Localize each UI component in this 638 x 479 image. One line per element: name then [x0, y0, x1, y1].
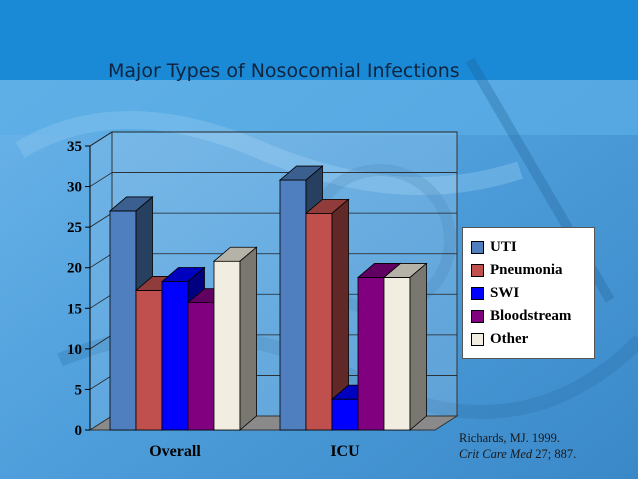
y-tick-label: 35: [67, 139, 82, 155]
y-tick-label: 5: [75, 382, 83, 398]
gridline-side: [89, 253, 113, 269]
y-tick-label: 25: [67, 220, 82, 236]
legend-swatch: [471, 310, 484, 323]
legend: UTI Pneumonia SWI Bloodstream Other: [462, 227, 595, 359]
x-tick-label: Overall: [149, 443, 201, 460]
chart-title: Major Types of Nosocomial Infections: [108, 60, 460, 82]
legend-item-uti: UTI: [471, 236, 594, 259]
source-line2: Crit Care Med 27; 887.: [459, 446, 576, 462]
y-tick-label: 15: [67, 301, 82, 317]
y-tick-label: 10: [67, 342, 82, 358]
bar-other-overall: [212, 246, 258, 431]
legend-item-pneumonia: Pneumonia: [471, 259, 594, 282]
legend-item-other: Other: [471, 328, 594, 351]
bar-pneumonia-icu: [304, 198, 350, 431]
legend-label: SWI: [490, 285, 520, 301]
legend-label: UTI: [490, 239, 517, 255]
gridline-side: [89, 212, 113, 228]
side-wall: [89, 131, 113, 431]
legend-swatch: [471, 333, 484, 346]
source-citation: Richards, MJ. 1999. Crit Care Med 27; 88…: [459, 430, 576, 462]
gridline-side: [89, 375, 113, 390]
bars: [108, 165, 428, 431]
y-axis-ticks: 0 5 10 15 20 25 30 35: [67, 139, 91, 439]
gridline-side: [89, 293, 113, 309]
legend-label: Other: [490, 331, 529, 347]
x-axis-ticks: Overall ICU: [149, 443, 360, 460]
y-tick-label: 20: [67, 261, 82, 277]
source-journal: Crit Care Med: [459, 447, 533, 461]
legend-item-swi: SWI: [471, 282, 594, 305]
gridline-side: [89, 172, 113, 187]
source-volume: 27; 887.: [532, 447, 577, 461]
legend-swatch: [471, 264, 484, 277]
legend-swatch: [471, 287, 484, 300]
legend-label: Pneumonia: [490, 262, 563, 278]
y-tick-label: 0: [75, 423, 83, 439]
x-tick-label: ICU: [330, 443, 360, 460]
legend-label: Bloodstream: [490, 308, 572, 324]
y-tick-label: 30: [67, 180, 82, 196]
gridline-side: [89, 131, 113, 147]
legend-item-bloodstream: Bloodstream: [471, 305, 594, 328]
legend-swatch: [471, 241, 484, 254]
bar-other-icu: [382, 262, 428, 431]
gridline-side: [89, 334, 113, 350]
source-line1: Richards, MJ. 1999.: [459, 431, 561, 445]
